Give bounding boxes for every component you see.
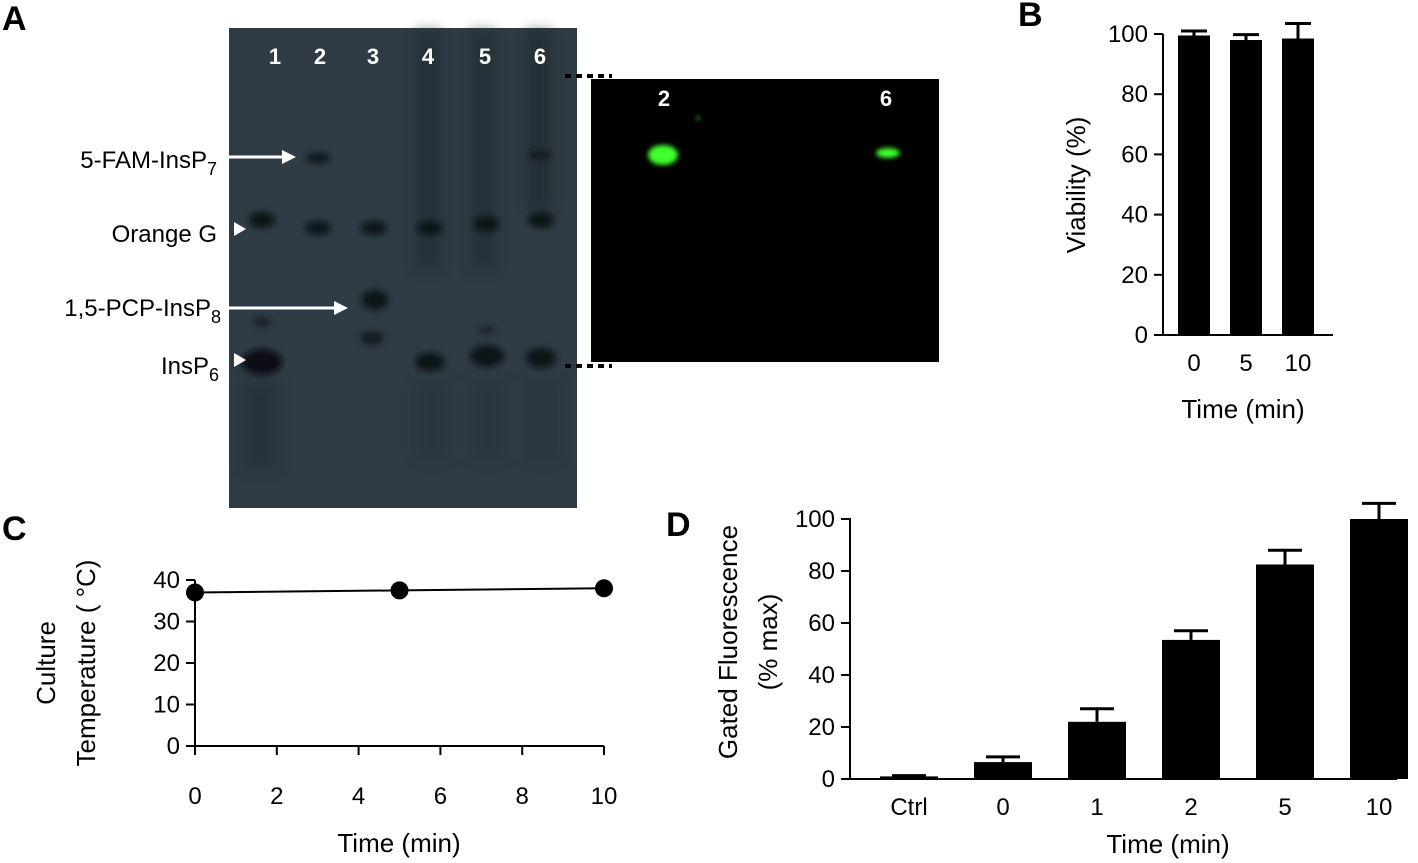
gel-lane-label: 3 [367, 44, 379, 69]
arrowhead [234, 353, 246, 367]
x-tick-label: 10 [591, 783, 618, 810]
y-tick-label: 10 [153, 692, 180, 719]
x-axis-title: Time (min) [1181, 394, 1304, 424]
panel-label-b: B [1018, 0, 1043, 34]
x-axis-title: Time (min) [1106, 829, 1229, 859]
fluorescent-band-lane-2 [648, 145, 678, 165]
fluorescence-background [591, 79, 939, 362]
chart-d-fluorescence: 0 20 40 60 80 100 Ctrl 0 1 2 5 10 Time (min) Gated … [713, 501, 1408, 859]
x-tick-label: 1 [1090, 794, 1103, 821]
gel-bands [242, 150, 556, 375]
y-tick-label: 100 [1108, 21, 1148, 48]
y-axis-title-line-1: Gated Fluorescence [713, 525, 743, 759]
x-tick-label: 5 [1239, 350, 1252, 377]
y-tick-label: 20 [153, 650, 180, 677]
chart-b-viability: 0 20 40 60 80 100 0 5 10 Time (min) Viability (%… [1061, 21, 1333, 424]
fluorescence-lane-label: 2 [658, 86, 670, 111]
y-tick-label: 20 [808, 714, 835, 741]
data-point [595, 579, 613, 598]
y-tick-label: 0 [167, 733, 180, 760]
bar [1178, 35, 1210, 335]
bar [1282, 38, 1314, 335]
y-tick-label: 0 [822, 766, 835, 793]
gel-lane-label: 2 [314, 44, 326, 69]
gel-lane-labels: 1 2 3 4 5 6 [269, 44, 546, 69]
bar [1230, 40, 1262, 336]
y-axis-title-line-2: Temperature ( °C) [71, 560, 101, 767]
gel-lane-label: 1 [269, 44, 281, 69]
y-axis-title-line-2: (% max) [753, 594, 783, 691]
x-tick-label: 2 [1184, 794, 1197, 821]
band-label-pcp-insp8: 1,5-PCP-InsP8 [64, 295, 221, 327]
bar [1350, 519, 1408, 779]
gel-lane-label: 4 [422, 44, 435, 69]
bar [1256, 564, 1314, 779]
x-tick-label: 8 [516, 783, 529, 810]
gel-background [229, 28, 577, 508]
x-tick-label: 0 [996, 794, 1009, 821]
panel-label-a: A [2, 0, 27, 38]
fluorescence-image: 2 6 [591, 79, 939, 362]
fluorescent-band-lane-6 [876, 148, 900, 158]
bar [1162, 639, 1220, 779]
x-tick-label: 5 [1278, 794, 1291, 821]
y-tick-label: 40 [1121, 202, 1148, 229]
y-tick-label: 80 [1121, 81, 1148, 108]
arrowhead [282, 150, 296, 164]
gel-image: 1 2 3 4 5 6 [229, 28, 577, 508]
y-tick-label: 40 [153, 567, 180, 594]
y-axis-title: Viability (%) [1061, 117, 1091, 254]
x-axis-title: Time (min) [337, 828, 460, 858]
y-axis-title-line-1: Culture [31, 621, 61, 705]
band-annotations: 5-FAM-InsP7 Orange G 1,5-PCP-InsP8 InsP6 [64, 147, 348, 385]
gel-lane-label: 6 [534, 44, 546, 69]
y-tick-label: 80 [808, 558, 835, 585]
bar [1068, 721, 1126, 779]
gel-lane-label: 5 [479, 44, 491, 69]
fluorescence-lane-label: 6 [880, 86, 892, 111]
x-tick-label: 0 [188, 783, 201, 810]
y-tick-label: 60 [1121, 141, 1148, 168]
x-tick-label: 2 [270, 783, 283, 810]
y-tick-label: 0 [1135, 322, 1148, 349]
y-tick-label: 100 [795, 506, 835, 533]
y-tick-label: 30 [153, 609, 180, 636]
gel-smears [240, 30, 560, 470]
y-tick-label: 40 [808, 662, 835, 689]
x-tick-label: 4 [352, 783, 365, 810]
data-point [186, 583, 204, 602]
panel-label-d: D [666, 506, 691, 544]
y-tick-label: 20 [1121, 262, 1148, 289]
arrowhead [334, 301, 348, 315]
x-tick-label: 10 [1285, 350, 1312, 377]
band-label-orange-g: Orange G [112, 221, 217, 248]
chart-c-temperature: 0 10 20 30 40 0 2 4 6 8 10 Time (min) Culture Temp… [31, 560, 617, 858]
x-tick-label: 0 [1187, 350, 1200, 377]
x-tick-label: Ctrl [890, 794, 927, 821]
x-tick-label: 6 [434, 783, 447, 810]
band-label-insp6: InsP6 [161, 353, 219, 385]
band-label-5-fam-insp7: 5-FAM-InsP7 [80, 147, 217, 179]
bar [880, 776, 938, 779]
x-tick-label: 10 [1366, 794, 1393, 821]
y-tick-label: 60 [808, 610, 835, 637]
bar [974, 762, 1032, 779]
panel-label-c: C [2, 510, 27, 548]
data-point [390, 581, 409, 600]
arrowhead [234, 222, 246, 236]
